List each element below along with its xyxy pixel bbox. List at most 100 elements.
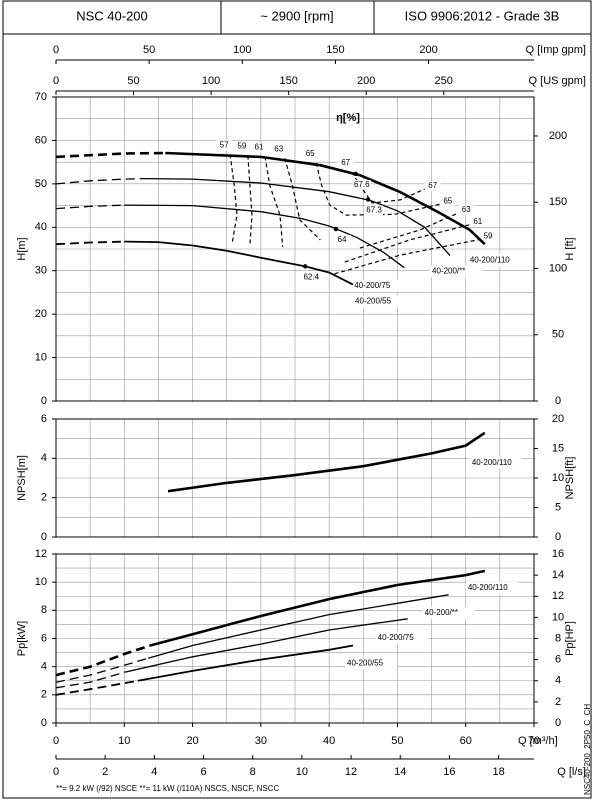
- tick-label: 0: [53, 75, 59, 87]
- x-axis-title: Q [m³/h]: [518, 735, 558, 747]
- y2-axis-title: H [ft]: [564, 237, 576, 260]
- label-backdrop: [467, 254, 520, 267]
- y-tick-label: 2: [41, 689, 47, 701]
- label-backdrop: [422, 606, 475, 619]
- header-cell: ~ 2900 [rpm]: [260, 8, 333, 23]
- y2-tick-label: 0: [555, 531, 561, 543]
- label-backdrop: [375, 631, 428, 644]
- label-backdrop: [270, 144, 287, 155]
- label-backdrop: [216, 140, 233, 151]
- footnote: **= 9.2 kW (/92) NSCE **= 11 kW (/110A) …: [56, 784, 280, 793]
- curve-extrapolated: [55, 657, 149, 683]
- bep-point: [365, 197, 371, 202]
- tick-label: 200: [419, 44, 437, 56]
- tick-label: 0: [53, 44, 59, 56]
- x-tick-label: 70: [528, 735, 540, 747]
- tick-label: 8: [250, 766, 256, 778]
- curve: [165, 151, 486, 246]
- curve-label: 40-200/**: [425, 608, 458, 617]
- curve-extrapolated: [55, 671, 125, 689]
- curve-label: 40-200/55: [347, 659, 384, 668]
- efficiency-label: 65: [443, 196, 452, 205]
- efficiency-contour: [229, 154, 238, 244]
- efficiency-contour: [284, 158, 459, 249]
- y2-tick-label: 5: [555, 501, 561, 513]
- drawing-code: NSC40-200_2P50_C_CH: [583, 704, 592, 795]
- y2-axis-title: Pp[HP]: [564, 621, 576, 656]
- label-backdrop: [352, 279, 405, 292]
- label-backdrop: [345, 657, 398, 670]
- x-tick-label: 50: [391, 735, 403, 747]
- y2-tick-label: 15: [552, 442, 564, 454]
- y-tick-label: 2: [41, 492, 47, 504]
- label-backdrop: [430, 265, 483, 278]
- efficiency-label: 67: [341, 158, 350, 167]
- tick-label: 150: [279, 75, 297, 87]
- y2-tick-label: 150: [549, 196, 567, 208]
- x-tick-label: 10: [118, 735, 130, 747]
- x-tick-label: 20: [186, 735, 198, 747]
- bep-point: [353, 171, 358, 177]
- y2-tick-label: 2: [555, 696, 561, 708]
- efficiency-label: 61: [473, 217, 482, 226]
- tick-label: 2: [102, 766, 108, 778]
- y-tick-label: 6: [41, 632, 47, 644]
- label-backdrop: [332, 235, 351, 246]
- curve-extrapolated: [55, 204, 125, 210]
- efficiency-contour: [264, 156, 470, 263]
- tick-label: 6: [200, 766, 206, 778]
- efficiency-label: 63: [274, 144, 283, 153]
- label-backdrop: [469, 456, 522, 469]
- y2-tick-label: 8: [555, 632, 561, 644]
- curve-extrapolated: [55, 177, 145, 185]
- efficiency-label: 57: [220, 140, 229, 149]
- header-cell: NSC 40-200: [76, 8, 148, 23]
- label-backdrop: [424, 181, 441, 192]
- y2-tick-label: 100: [549, 262, 567, 274]
- label-backdrop: [353, 295, 406, 308]
- y-tick-label: 60: [35, 134, 47, 146]
- label-backdrop: [365, 205, 384, 216]
- axis-title: Q [l/s]: [557, 766, 586, 778]
- tick-label: 100: [202, 75, 220, 87]
- curve-extrapolated: [55, 240, 125, 246]
- tick-label: 14: [394, 766, 406, 778]
- efficiency-title: η[%]: [336, 112, 360, 124]
- tick-label: 16: [443, 766, 455, 778]
- efficiency-label: 59: [237, 142, 246, 151]
- tick-label: 200: [357, 75, 375, 87]
- curve-label: 40-200/75: [378, 633, 415, 642]
- curve-extrapolated: [55, 679, 139, 696]
- y-tick-label: 0: [41, 717, 47, 729]
- y-tick-label: 8: [41, 604, 47, 616]
- y-tick-label: 6: [41, 413, 47, 425]
- label-backdrop: [250, 142, 267, 153]
- y-tick-label: 10: [35, 351, 47, 363]
- y2-tick-label: 6: [555, 654, 561, 666]
- y-axis-title: NPSH[m]: [16, 455, 28, 501]
- bep-point: [333, 226, 339, 232]
- y-tick-label: 70: [35, 91, 47, 103]
- tick-label: 150: [326, 44, 344, 56]
- curve: [167, 431, 486, 493]
- label-backdrop: [302, 272, 321, 283]
- curve-label: 40-200/110: [468, 583, 508, 592]
- y-tick-label: 10: [35, 576, 47, 588]
- label-backdrop: [302, 149, 319, 160]
- curve-label: 40-200/**: [432, 267, 465, 276]
- tick-label: 50: [143, 44, 155, 56]
- curve-label: 40-200/110: [470, 255, 510, 264]
- y-tick-label: 12: [35, 548, 47, 560]
- efficiency-label: 61: [255, 143, 264, 152]
- axis-title: Q [US gpm]: [529, 75, 586, 87]
- efficiency-label: 59: [484, 232, 493, 241]
- curve: [148, 594, 449, 659]
- y-axis-title: Pp[kW]: [16, 621, 28, 656]
- bep-point: [303, 264, 308, 269]
- bep-efficiency-label: 62.4: [303, 272, 319, 281]
- label-backdrop: [233, 141, 250, 152]
- label-backdrop: [480, 231, 497, 242]
- x-tick-label: 30: [255, 735, 267, 747]
- label-backdrop: [439, 196, 456, 207]
